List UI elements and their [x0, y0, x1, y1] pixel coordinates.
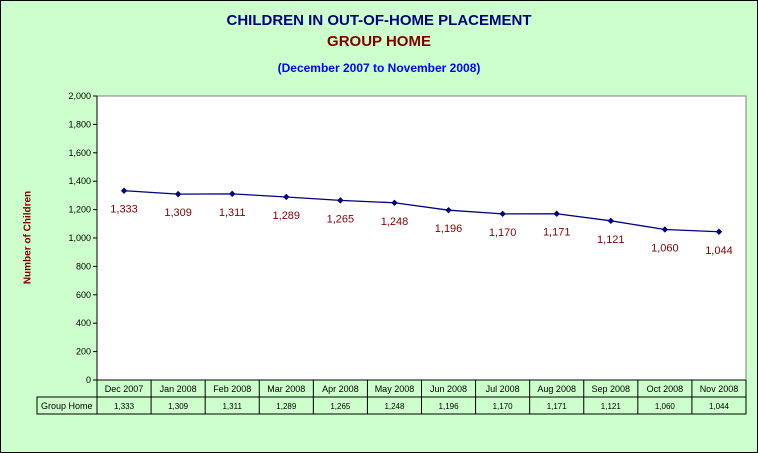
- data-table-value: 1,044: [709, 402, 730, 411]
- data-label: 1,060: [651, 242, 679, 254]
- x-category-label: Dec 2007: [105, 384, 144, 394]
- x-category-label: Jun 2008: [430, 384, 467, 394]
- chart-title: CHILDREN IN OUT-OF-HOME PLACEMENT: [226, 12, 532, 29]
- data-label: 1,309: [164, 207, 192, 219]
- x-category-label: Jan 2008: [160, 384, 197, 394]
- chart-subtitle-date-range: (December 2007 to November 2008): [277, 61, 481, 75]
- data-label: 1,289: [273, 210, 301, 222]
- data-point-marker: [553, 210, 560, 217]
- data-label: 1,333: [110, 204, 138, 216]
- data-label: 1,121: [597, 234, 625, 246]
- data-table-value: 1,311: [222, 402, 242, 411]
- data-table-value: 1,196: [439, 402, 460, 411]
- x-category-label: May 2008: [375, 384, 415, 394]
- data-point-marker: [120, 187, 128, 194]
- data-point-marker: [499, 210, 506, 218]
- y-tick-label: 1,800: [68, 119, 91, 129]
- data-label: 1,311: [219, 207, 246, 219]
- y-tick-label: 600: [76, 290, 91, 300]
- data-point-marker: [391, 199, 398, 206]
- data-table-value: 1,248: [384, 402, 405, 411]
- data-table-value: 1,309: [168, 402, 189, 411]
- data-point-marker: [229, 190, 236, 198]
- x-category-label: Sep 2008: [592, 384, 631, 394]
- data-point-marker: [174, 190, 182, 198]
- y-tick-label: 200: [76, 347, 91, 357]
- data-table-value: 1,289: [276, 402, 297, 411]
- x-category-label: Feb 2008: [213, 384, 251, 394]
- x-category-label: Apr 2008: [322, 384, 359, 394]
- data-point-marker: [661, 226, 669, 233]
- data-table-value: 1,333: [114, 402, 135, 411]
- x-category-label: Aug 2008: [537, 384, 576, 394]
- y-tick-label: 800: [76, 261, 91, 271]
- data-label: 1,248: [381, 216, 409, 228]
- y-tick-label: 400: [76, 318, 91, 328]
- data-table-series-label: Group Home: [41, 401, 93, 411]
- plot-area: [96, 95, 747, 381]
- x-category-label: Mar 2008: [267, 384, 305, 394]
- data-point-marker: [445, 206, 452, 214]
- x-category-label: Jul 2008: [486, 384, 520, 394]
- data-table-value: 1,060: [655, 402, 676, 411]
- y-tick-label: 0: [86, 375, 91, 385]
- y-tick-label: 1,000: [68, 233, 91, 243]
- data-table-value: 1,171: [547, 402, 568, 411]
- y-tick-label: 1,600: [68, 148, 91, 158]
- x-category-label: Nov 2008: [700, 384, 739, 394]
- y-tick-label: 1,400: [68, 176, 91, 186]
- data-point-marker: [607, 217, 614, 225]
- data-point-marker: [715, 228, 723, 235]
- data-label: 1,196: [435, 223, 463, 235]
- x-category-label: Oct 2008: [647, 384, 684, 394]
- data-table-value: 1,265: [330, 402, 351, 411]
- data-label: 1,265: [327, 213, 355, 225]
- data-table-value: 1,121: [601, 402, 622, 411]
- data-label: 1,171: [543, 227, 571, 239]
- data-label: 1,044: [705, 245, 733, 257]
- chart-subtitle-category: GROUP HOME: [327, 33, 431, 50]
- data-point-marker: [283, 193, 290, 201]
- data-label: 1,170: [489, 227, 517, 239]
- data-table-value: 1,170: [493, 402, 514, 411]
- data-point-marker: [337, 197, 344, 204]
- series-line: [124, 190, 719, 233]
- y-tick-label: 1,200: [68, 205, 91, 215]
- y-tick-label: 2,000: [68, 91, 91, 101]
